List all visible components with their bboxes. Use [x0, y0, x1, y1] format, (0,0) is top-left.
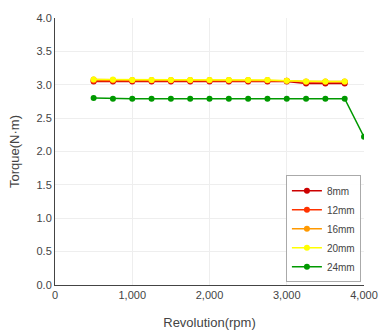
- svg-text:Torque(N·m): Torque(N·m): [7, 115, 22, 188]
- svg-text:24mm: 24mm: [327, 262, 355, 273]
- svg-text:3.5: 3.5: [37, 45, 52, 57]
- svg-text:Revolution(rpm): Revolution(rpm): [163, 315, 255, 330]
- svg-text:3,000: 3,000: [273, 289, 301, 301]
- svg-text:16mm: 16mm: [327, 224, 355, 235]
- svg-text:1,000: 1,000: [118, 289, 146, 301]
- svg-text:3.0: 3.0: [37, 79, 52, 91]
- svg-text:4.0: 4.0: [37, 12, 52, 24]
- svg-text:1.0: 1.0: [37, 212, 52, 224]
- svg-text:8mm: 8mm: [327, 186, 349, 197]
- svg-text:0: 0: [52, 289, 58, 301]
- svg-text:2,000: 2,000: [196, 289, 224, 301]
- svg-text:0.5: 0.5: [37, 245, 52, 257]
- svg-text:12mm: 12mm: [327, 205, 355, 216]
- svg-text:1.5: 1.5: [37, 179, 52, 191]
- svg-text:2.0: 2.0: [37, 145, 52, 157]
- svg-text:0.0: 0.0: [37, 279, 52, 291]
- svg-text:4,000: 4,000: [350, 289, 378, 301]
- svg-text:20mm: 20mm: [327, 243, 355, 254]
- svg-text:2.5: 2.5: [37, 112, 52, 124]
